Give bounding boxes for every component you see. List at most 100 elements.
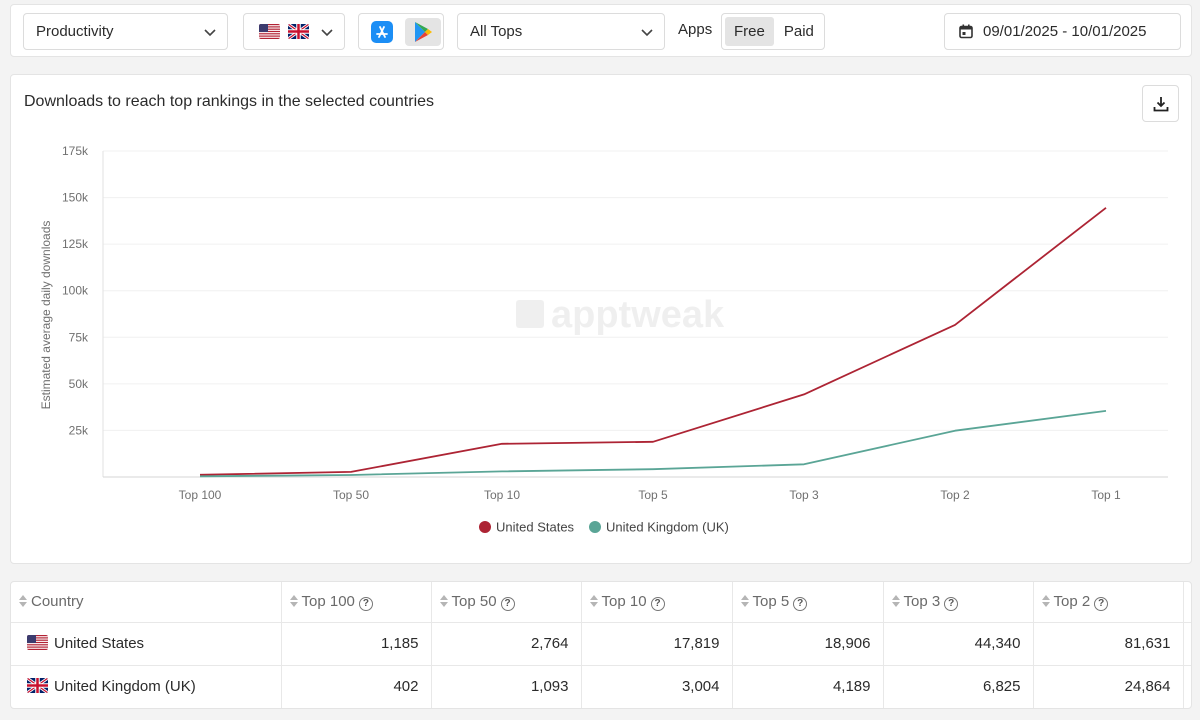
chevron-down-icon	[321, 29, 333, 37]
y-tick-label: 100k	[62, 284, 89, 298]
line-chart: apptweak 25k 50k 75k 100k 125k 150k 175k Top 1…	[39, 144, 1168, 535]
category-value: Productivity	[36, 23, 114, 40]
google-play-icon[interactable]	[405, 17, 441, 46]
x-tick-label: Top 50	[333, 488, 369, 502]
country-cell: United Kingdom (UK)	[11, 665, 282, 708]
gridlines	[102, 150, 1168, 478]
date-range-value: 09/01/2025 - 10/01/2025	[983, 23, 1147, 40]
chart-card: Downloads to reach top rankings in the s…	[10, 74, 1192, 564]
series-lines	[199, 207, 1107, 478]
help-icon[interactable]: ?	[1094, 596, 1109, 611]
x-tick-label: Top 10	[484, 488, 520, 502]
value-cell: 81,631	[1033, 622, 1184, 666]
sort-icon	[589, 594, 598, 607]
calendar-icon	[959, 24, 973, 39]
help-icon[interactable]: ?	[650, 596, 665, 611]
value-cell: 4,189	[732, 665, 884, 708]
download-button[interactable]	[1142, 85, 1179, 122]
x-tick-label: Top 100	[179, 488, 222, 502]
filter-toolbar: Productivity	[10, 4, 1192, 57]
chart-title: Downloads to reach top rankings in the s…	[24, 93, 435, 110]
value-cell: 1,185	[281, 622, 432, 666]
sort-icon	[289, 594, 298, 607]
series-line-united-kingdom[interactable]	[199, 410, 1107, 478]
us-flag-icon	[259, 24, 280, 39]
watermark-text: apptweak	[551, 294, 725, 336]
value-cell: 3,004	[581, 665, 733, 708]
category-select[interactable]: Productivity	[23, 13, 228, 50]
help-icon[interactable]: ?	[500, 596, 515, 611]
y-axis-ticks: 25k 50k 75k 100k 125k 150k 175k	[62, 144, 89, 437]
column-header-top-2[interactable]: Top 2?	[1033, 582, 1184, 623]
help-icon[interactable]: ?	[944, 596, 959, 611]
series-line-united-states[interactable]	[199, 207, 1107, 476]
us-flag-icon	[27, 635, 48, 650]
column-header-label: Top 5	[752, 592, 790, 610]
data-table: Country Top 100? Top 50? Top 10? Top 5? Top 3…	[10, 581, 1192, 709]
chevron-down-icon	[641, 29, 653, 37]
tops-value: All Tops	[470, 23, 523, 40]
paid-toggle[interactable]: Paid	[783, 23, 814, 40]
app-store-icon[interactable]	[367, 18, 397, 46]
y-tick-label: 75k	[69, 330, 89, 344]
table-row: United States 1,185 2,764 17,819 18,906 44,34…	[11, 622, 1191, 666]
value-cell: 18,906	[732, 622, 884, 666]
chevron-down-icon	[204, 29, 216, 37]
download-icon	[1153, 96, 1168, 111]
price-toggle: Free Paid	[721, 13, 825, 50]
y-tick-label: 50k	[69, 377, 89, 391]
column-header-top-100[interactable]: Top 100?	[281, 582, 432, 623]
country-select[interactable]	[243, 13, 345, 50]
overflow-cell	[1183, 622, 1191, 666]
value-cell: 402	[281, 665, 432, 708]
column-header-overflow	[1183, 582, 1191, 623]
x-tick-label: Top 1	[1091, 488, 1121, 502]
y-axis-label: Estimated average daily downloads	[39, 221, 53, 410]
y-tick-label: 25k	[69, 423, 89, 437]
value-cell: 24,864	[1033, 665, 1184, 708]
value-cell: 2,764	[431, 622, 582, 666]
column-header-label: Top 50	[451, 592, 497, 610]
sort-icon	[891, 594, 900, 607]
help-icon[interactable]: ?	[793, 596, 808, 611]
column-header-label: Top 2	[1053, 592, 1091, 610]
value-cell: 6,825	[883, 665, 1034, 708]
legend: United States United Kingdom (UK)	[479, 520, 729, 535]
column-header-top-50[interactable]: Top 50?	[431, 582, 582, 623]
value-cell: 17,819	[581, 622, 733, 666]
country-name: United Kingdom (UK)	[54, 678, 196, 695]
y-tick-label: 125k	[62, 237, 89, 251]
y-tick-label: 175k	[62, 144, 89, 158]
free-toggle[interactable]: Free	[725, 17, 774, 46]
column-header-label: Top 100	[301, 592, 355, 610]
column-header-top-3[interactable]: Top 3?	[883, 582, 1034, 623]
watermark: apptweak	[516, 294, 725, 336]
value-cell: 1,093	[431, 665, 582, 708]
country-name: United States	[54, 635, 145, 652]
column-header-country[interactable]: Country	[11, 582, 282, 623]
column-header-label: Top 3	[903, 592, 941, 610]
x-tick-label: Top 2	[940, 488, 970, 502]
sort-icon	[439, 594, 448, 607]
uk-flag-icon	[27, 678, 48, 693]
uk-flag-icon	[288, 24, 309, 39]
x-axis-ticks: Top 100 Top 50 Top 10 Top 5 Top 3 Top 2 Top 1	[179, 488, 1121, 502]
column-header-top-10[interactable]: Top 10?	[581, 582, 733, 623]
legend-marker	[479, 521, 491, 533]
apps-label: Apps	[678, 21, 713, 38]
y-tick-label: 150k	[62, 191, 89, 205]
legend-marker	[589, 521, 601, 533]
x-tick-label: Top 3	[789, 488, 819, 502]
tops-select[interactable]: All Tops	[457, 13, 665, 50]
help-icon[interactable]: ?	[358, 596, 373, 611]
overflow-cell	[1183, 665, 1191, 708]
value-cell: 44,340	[883, 622, 1034, 666]
store-toggle	[358, 13, 444, 50]
legend-label[interactable]: United Kingdom (UK)	[606, 520, 729, 535]
date-range-picker[interactable]: 09/01/2025 - 10/01/2025	[944, 13, 1181, 50]
column-header-label: Country	[31, 593, 84, 611]
table-row: United Kingdom (UK) 402 1,093 3,004 4,189 6,8…	[11, 665, 1191, 708]
sort-icon	[740, 594, 749, 607]
column-header-top-5[interactable]: Top 5?	[732, 582, 884, 623]
legend-label[interactable]: United States	[496, 520, 575, 535]
